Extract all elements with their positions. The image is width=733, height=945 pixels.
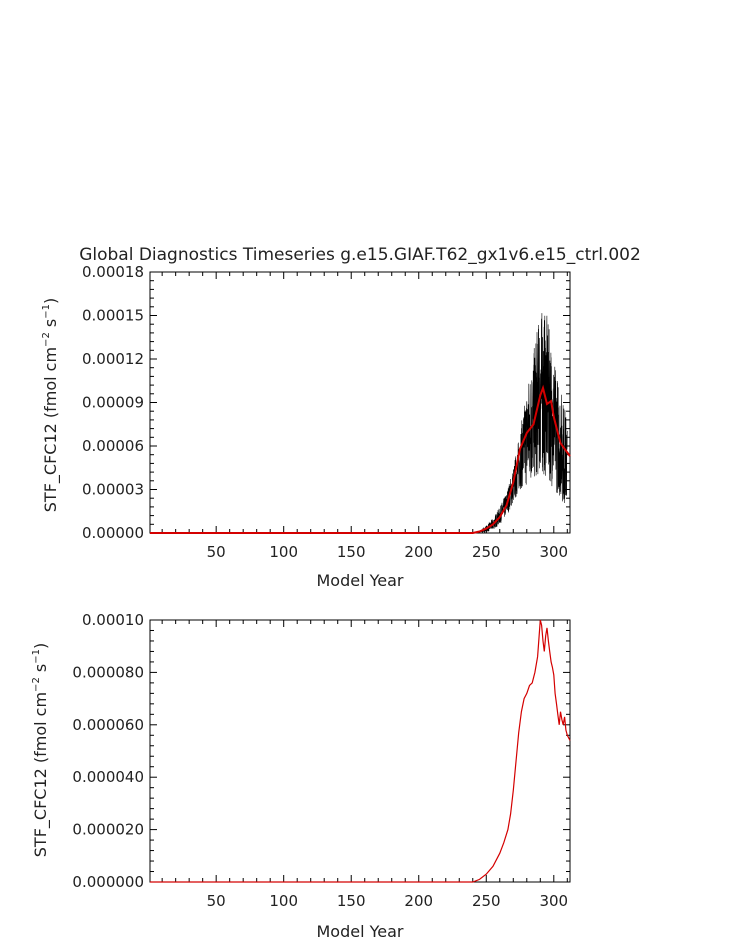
top-x-axis-label: Model Year (317, 571, 404, 590)
bottom-y-label-base: STF_CFC12 (fmol cm (31, 692, 51, 857)
x-tick-label: 200 (404, 892, 433, 910)
top-y-label-mid: s (41, 319, 60, 332)
top-y-label-base: STF_CFC12 (fmol cm (41, 347, 61, 512)
x-tick-label: 250 (472, 892, 501, 910)
x-tick-label: 300 (539, 892, 568, 910)
x-tick-label: 200 (404, 543, 433, 561)
y-tick-label: 0.00009 (82, 394, 144, 412)
x-tick-label: 250 (472, 543, 501, 561)
y-tick-label: 0.000060 (72, 716, 144, 734)
bottom-y-label-close: ) (31, 643, 50, 649)
bottom-y-label-exp2: −1 (31, 649, 42, 664)
x-tick-label: 300 (539, 543, 568, 561)
y-tick-label: 0.00015 (82, 307, 144, 325)
y-tick-label: 0.00006 (82, 437, 144, 455)
x-tick-label: 100 (269, 543, 298, 561)
top-y-label-exp1: −2 (41, 332, 52, 347)
y-tick-label: 0.000080 (72, 663, 144, 681)
bottom-y-axis-label: STF_CFC12 (fmol cm−2 s−1) (31, 643, 51, 857)
annual-mean-series-line (150, 619, 571, 883)
y-tick-label: 0.00018 (82, 263, 144, 281)
chart-title: Global Diagnostics Timeseries g.e15.GIAF… (79, 245, 641, 265)
x-tick-label: 150 (337, 892, 366, 910)
bottom-y-label-mid: s (31, 664, 50, 677)
y-tick-label: 0.00010 (82, 611, 144, 629)
y-tick-label: 0.000000 (72, 873, 144, 891)
x-tick-label: 100 (269, 892, 298, 910)
bottom-x-axis-label: Model Year (317, 922, 404, 941)
monthly-series-line (150, 313, 568, 534)
top-y-label-close: ) (41, 298, 60, 304)
y-tick-label: 0.00000 (82, 524, 144, 542)
y-tick-label: 0.00012 (82, 350, 144, 368)
y-tick-label: 0.00003 (82, 481, 144, 499)
bottom-y-label-exp1: −2 (31, 677, 42, 692)
y-tick-label: 0.000040 (72, 768, 144, 786)
annual-mean-series-line (150, 384, 571, 534)
bottom-panel: 50 100 150 200 250 300 0.000000 0.000020 0.00004… (72, 611, 571, 910)
top-y-axis-label: STF_CFC12 (fmol cm−2 s−1) (41, 298, 61, 512)
top-panel: 50 100 150 200 250 300 0.00000 0.00003 0.00006 0.… (82, 263, 571, 561)
plot-frame (149, 271, 571, 534)
x-tick-label: 150 (337, 543, 366, 561)
x-tick-label: 50 (207, 892, 226, 910)
x-tick-label: 50 (207, 543, 226, 561)
y-tick-label: 0.000020 (72, 821, 144, 839)
top-y-label-exp2: −1 (41, 304, 52, 319)
plot-frame (149, 619, 571, 883)
